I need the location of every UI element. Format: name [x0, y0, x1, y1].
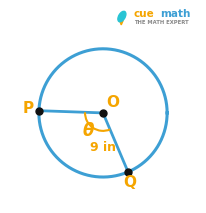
Text: THE MATH EXPERT: THE MATH EXPERT [134, 20, 188, 25]
Ellipse shape [118, 11, 126, 22]
Text: P: P [22, 101, 34, 116]
Polygon shape [120, 20, 123, 25]
Text: θ: θ [82, 122, 94, 140]
Text: Q: Q [123, 175, 136, 190]
Text: math: math [160, 9, 190, 19]
Text: O: O [106, 95, 119, 109]
Text: 9 in: 9 in [90, 141, 116, 154]
Text: cue: cue [134, 9, 154, 19]
